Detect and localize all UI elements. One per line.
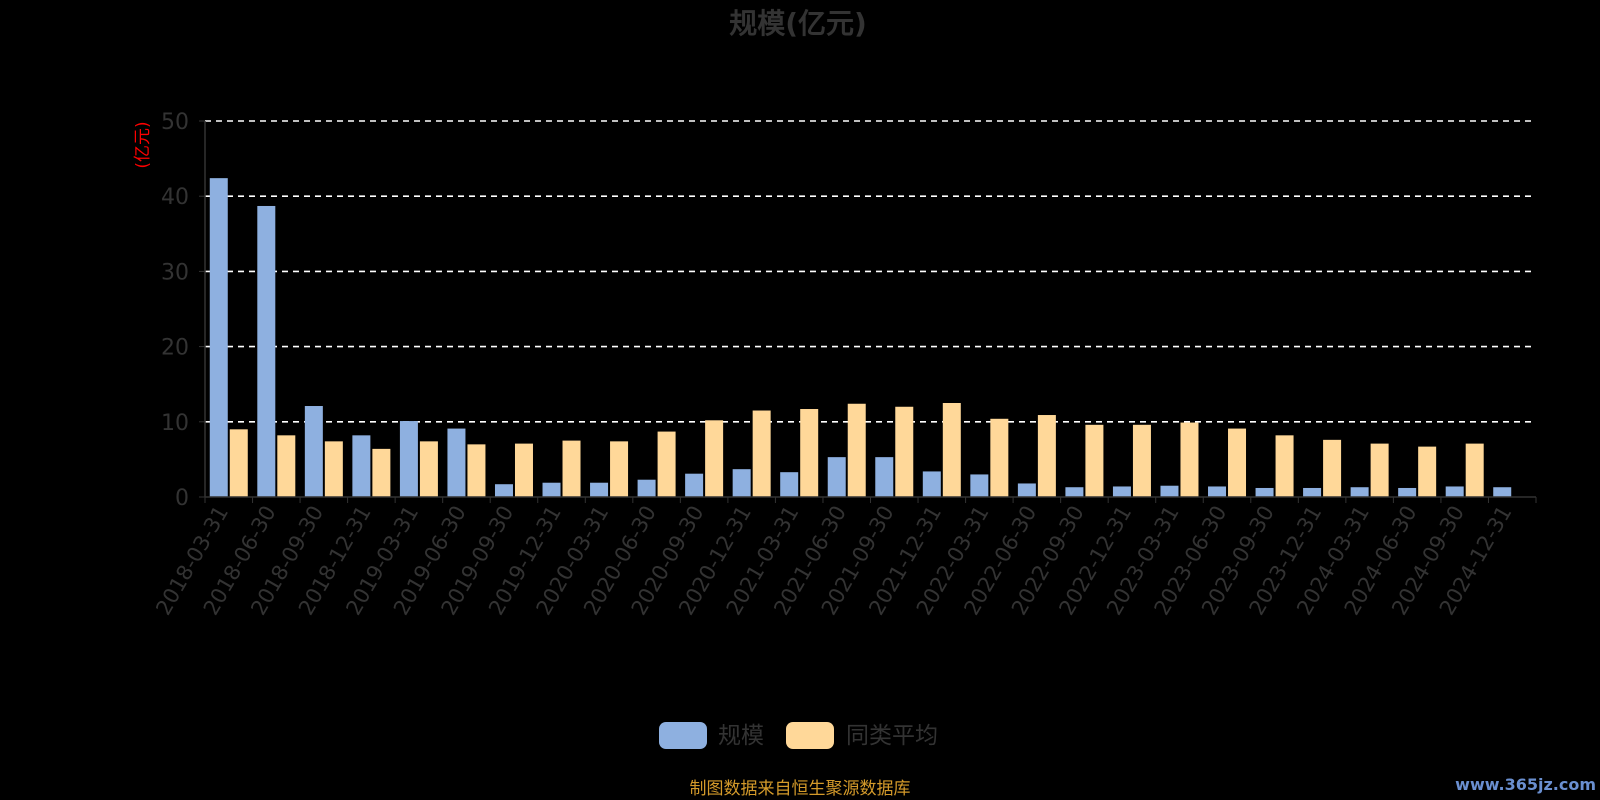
bar-category-average[interactable] [942, 403, 961, 497]
bar-category-average[interactable] [752, 410, 771, 497]
bar-category-average[interactable] [1037, 415, 1056, 497]
bar-scale[interactable] [1255, 487, 1274, 497]
bar-scale[interactable] [1398, 487, 1417, 497]
y-tick-label: 30 [161, 260, 189, 285]
chart-title: 规模(亿元) [729, 7, 867, 40]
y-tick-label: 10 [161, 411, 189, 436]
y-tick-label: 40 [161, 185, 189, 210]
bar-scale[interactable] [1160, 485, 1179, 497]
watermark: www.365jz.com [1455, 775, 1596, 794]
bar-scale[interactable] [447, 428, 466, 497]
legend-label-1[interactable]: 同类平均 [846, 723, 938, 749]
bar-category-average[interactable] [1370, 443, 1389, 497]
bar-category-average[interactable] [1228, 428, 1247, 497]
bar-scale[interactable] [1065, 487, 1084, 497]
bar-scale[interactable] [352, 435, 371, 497]
bar-category-average[interactable] [990, 418, 1009, 497]
bar-scale[interactable] [399, 421, 418, 497]
bar-scale[interactable] [1303, 487, 1322, 497]
source-note: 制图数据来自恒生聚源数据库 [690, 779, 911, 799]
legend-label-0[interactable]: 规模 [718, 723, 764, 749]
y-tick-label: 50 [161, 110, 189, 135]
bar-category-average[interactable] [1085, 424, 1104, 497]
bar-scale[interactable] [922, 471, 941, 497]
bar-category-average[interactable] [1132, 424, 1151, 497]
bar-category-average[interactable] [610, 441, 629, 497]
bar-scale[interactable] [1112, 486, 1131, 497]
x-axis-ticks: 2018-03-312018-06-302018-09-302018-12-31… [151, 501, 1516, 619]
bar-category-average[interactable] [1418, 446, 1437, 497]
bar-scale[interactable] [970, 474, 989, 497]
bar-scale[interactable] [590, 482, 609, 497]
y-axis-unit-label: (亿元) [133, 121, 153, 168]
bar-scale[interactable] [1350, 487, 1369, 497]
bar-scale[interactable] [780, 472, 799, 497]
legend-swatch-1[interactable] [786, 722, 834, 749]
y-tick-label: 0 [175, 486, 189, 511]
bar-scale[interactable] [209, 178, 228, 498]
bar-category-average[interactable] [895, 406, 914, 497]
bar-category-average[interactable] [324, 441, 343, 497]
bar-scale[interactable] [685, 473, 704, 497]
bar-category-average[interactable] [1275, 435, 1294, 497]
bar-scale[interactable] [257, 205, 276, 497]
bar-category-average[interactable] [657, 431, 676, 497]
gridlines [205, 120, 1536, 423]
bar-scale[interactable] [1017, 483, 1036, 497]
bar-category-average[interactable] [229, 429, 248, 497]
legend-swatch-0[interactable] [659, 722, 707, 749]
bar-category-average[interactable] [372, 448, 391, 497]
bar-scale[interactable] [304, 406, 323, 497]
bar-scale[interactable] [637, 479, 656, 497]
bar-category-average[interactable] [277, 435, 296, 497]
bar-scale[interactable] [1445, 486, 1464, 497]
bars [209, 178, 1512, 498]
bar-category-average[interactable] [847, 403, 866, 497]
y-axis-ticks: 0 10 20 30 40 50 [161, 110, 189, 511]
bar-category-average[interactable] [419, 441, 438, 497]
bar-category-average[interactable] [705, 420, 724, 497]
bar-category-average[interactable] [467, 444, 486, 497]
bar-category-average[interactable] [562, 440, 581, 497]
legend[interactable]: 规模 同类平均 [659, 722, 938, 749]
bar-category-average[interactable] [1465, 443, 1484, 497]
bar-category-average[interactable] [514, 443, 533, 497]
bar-category-average[interactable] [1180, 422, 1199, 497]
bar-scale[interactable] [1208, 486, 1227, 497]
y-tick-label: 20 [161, 336, 189, 361]
bar-scale[interactable] [875, 457, 894, 497]
bar-scale[interactable] [827, 457, 846, 497]
bar-scale[interactable] [542, 482, 561, 497]
bar-category-average[interactable] [1323, 439, 1342, 497]
bar-scale[interactable] [732, 469, 751, 497]
bar-scale[interactable] [494, 484, 513, 497]
axes [199, 120, 1537, 503]
bar-scale[interactable] [1493, 487, 1512, 497]
bar-category-average[interactable] [800, 409, 819, 497]
